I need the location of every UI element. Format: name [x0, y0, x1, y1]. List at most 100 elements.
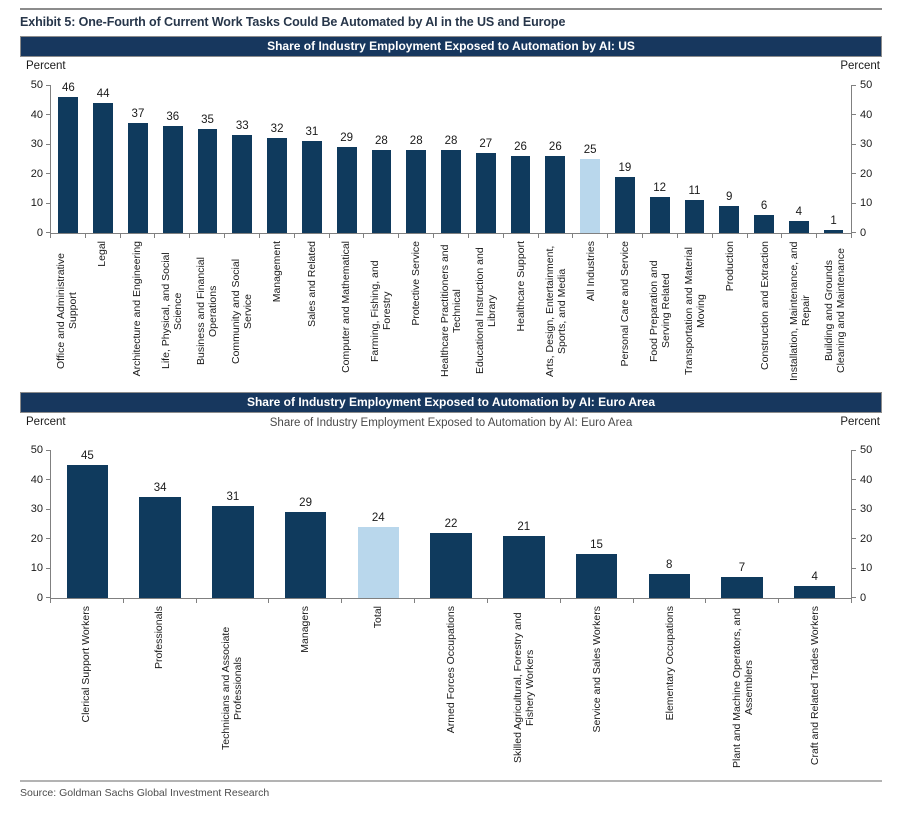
- y-axis-left: 0 10 20 30 40 50: [20, 79, 50, 239]
- bar: [823, 230, 844, 233]
- bar-cell: 19: [608, 162, 643, 233]
- category-label: Clerical Support Workers: [80, 606, 93, 723]
- chart-us-header: Share of Industry Employment Exposed to …: [20, 36, 882, 57]
- x-tick: [124, 599, 197, 603]
- category-label: Life, Physical, and Social Science: [160, 252, 185, 370]
- x-tick: [573, 234, 609, 238]
- x-tick: [779, 599, 852, 603]
- bar: [93, 103, 114, 233]
- bar-cell: 35: [190, 114, 225, 233]
- x-tick: [488, 599, 561, 603]
- y-tick-label: 0: [860, 227, 867, 239]
- y-axis-title-right: Percent: [840, 60, 880, 72]
- y-tick: [852, 114, 856, 116]
- y-tick: [852, 538, 856, 540]
- exhibit-title: Exhibit 5: One-Fourth of Current Work Ta…: [20, 15, 566, 29]
- bar-value-label: 32: [270, 123, 284, 135]
- y-tick-label: 20: [860, 167, 873, 180]
- bar-value-label: 11: [688, 185, 701, 197]
- category-cell: Business and Financial Operations: [190, 238, 225, 389]
- x-tick: [817, 234, 853, 238]
- category-cell: Sales and Related: [294, 238, 329, 389]
- category-cell: Plant and Machine Operators, and Assembl…: [706, 603, 779, 776]
- bar: [371, 150, 392, 233]
- bar: [614, 177, 635, 233]
- y-tick-label: 0: [36, 227, 43, 239]
- y-tick-label: 50: [30, 444, 43, 456]
- category-cell: Professionals: [123, 603, 196, 776]
- bar-value-label: 4: [811, 571, 818, 583]
- y-axis-title-left: Percent: [26, 60, 66, 72]
- y-tick: [46, 508, 50, 510]
- bar: [66, 465, 109, 598]
- category-label: Sales and Related: [305, 241, 318, 327]
- category-label: Legal: [96, 241, 109, 267]
- category-label: Service and Sales Workers: [590, 606, 603, 733]
- bar-value-label: 36: [166, 111, 180, 123]
- category-labels: Clerical Support Workers Professionals Tec…: [50, 603, 852, 776]
- bar-value-label: 45: [80, 450, 94, 462]
- y-tick-label: 50: [860, 79, 873, 91]
- y-tick-label: 40: [30, 473, 43, 486]
- x-tick: [678, 234, 713, 238]
- y-tick-label: 40: [860, 108, 873, 121]
- category-cell: Office and Administrative Support: [50, 238, 85, 389]
- category-label: Elementary Occupations: [663, 606, 676, 721]
- x-tick: [121, 234, 156, 238]
- bar: [648, 574, 690, 598]
- bar: [162, 126, 183, 233]
- bar: [788, 221, 809, 233]
- category-cell: Food Preparation and Serving Related: [643, 238, 678, 389]
- y-axis-title-right: Percent: [840, 416, 880, 428]
- category-label: Total: [372, 606, 385, 629]
- y-axis-right: 0 10 20 30 40 50: [852, 444, 882, 604]
- category-label: Management: [270, 241, 283, 303]
- bar: [575, 554, 618, 598]
- y-axis-left: 0 10 20 30 40 50: [20, 444, 50, 604]
- bar-cell: 28: [399, 135, 434, 233]
- x-tick: [86, 234, 121, 238]
- plot-area: 46 44 37 36 35 33 32 31 29 28 28 28 27 26 26 25 19 12 11 9 6…: [50, 82, 852, 234]
- category-label: Office and Administrative Support: [55, 253, 80, 369]
- bar: [232, 135, 253, 233]
- category-cell: Educational Instruction and Library: [469, 238, 504, 389]
- chart-euro-header: Share of Industry Employment Exposed to …: [20, 392, 882, 413]
- category-cell: Personal Care and Service: [608, 238, 643, 389]
- bar-value-label: 33: [235, 120, 249, 132]
- y-tick-label: 0: [860, 592, 867, 604]
- bar: [336, 147, 357, 233]
- y-tick: [852, 508, 856, 510]
- category-label: Managers: [299, 606, 312, 653]
- y-tick-label: 20: [860, 532, 873, 545]
- bar: [719, 206, 740, 233]
- bar-cell: 12: [642, 182, 677, 233]
- category-label: Computer and Mathematical: [340, 241, 353, 373]
- y-tick: [852, 84, 856, 86]
- bar: [545, 156, 566, 233]
- y-tick: [852, 143, 856, 145]
- category-label: Architecture and Engineering: [131, 241, 144, 377]
- category-label: Food Preparation and Serving Related: [648, 260, 673, 362]
- bar-cell: 4: [781, 206, 816, 233]
- bar-cell: 15: [560, 539, 633, 598]
- chart-euro-body: 0 10 20 30 40 50 45 34 31 29 24 22 21 15 8 7 4 0 10 20 30 4…: [20, 444, 882, 604]
- category-cell: Life, Physical, and Social Science: [155, 238, 190, 389]
- category-label: Production: [724, 241, 737, 292]
- y-tick: [852, 449, 856, 451]
- category-cell: Healthcare Practitioners and Technical: [434, 238, 469, 389]
- x-tick: [608, 234, 644, 238]
- bar-cell: 29: [269, 497, 342, 598]
- x-tick: [197, 599, 270, 603]
- bar: [721, 577, 763, 598]
- bar-cell: 26: [538, 141, 573, 233]
- x-tick: [260, 234, 295, 238]
- category-cell: Architecture and Engineering: [120, 238, 155, 389]
- bar: [754, 215, 774, 233]
- bar-value-label: 25: [583, 144, 597, 156]
- bar: [267, 138, 287, 233]
- bar-value-label: 15: [590, 539, 603, 551]
- y-tick-label: 20: [30, 532, 43, 545]
- bar-cell: 27: [468, 138, 503, 233]
- y-tick: [852, 202, 856, 204]
- category-label: Community and Social Service: [229, 258, 254, 364]
